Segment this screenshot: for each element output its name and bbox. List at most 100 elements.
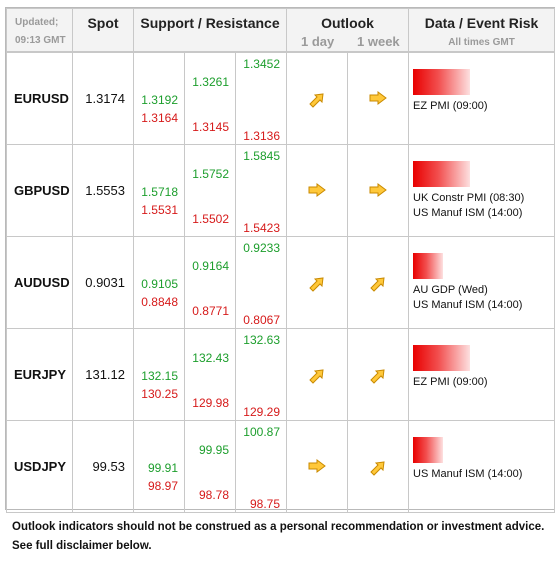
table-row: USDJPY 99.53 99.91 98.97 99.95 98.78 100.87 98.… [6,420,555,513]
outlook-1day-right-arrow-icon [308,459,326,478]
outlook-1week-right-arrow-icon [369,91,387,110]
pair-cell: USDJPY [6,420,73,513]
outlook-grid: Updated; 09:13 GMT Spot Support / Resist… [6,8,556,52]
table-row: EURJPY 131.12 132.15 130.25 132.43 129.98 132.… [6,328,555,421]
updated-label: Updated; [15,17,59,28]
resistance-1: 1.5531 [141,203,178,217]
event-item: US Manuf ISM (14:00) [413,468,523,480]
pair-cell: AUDUSD [6,236,73,329]
support-3: 1.5845 [243,149,280,163]
header-row: Updated; 09:13 GMT Spot Support / Resist… [6,8,556,52]
support-2: 1.3261 [192,75,229,89]
sr-cell-1: 132.15 130.25 [133,328,185,421]
support-2: 99.95 [198,443,229,457]
body-grid: EURUSD 1.3174 1.3192 1.3164 1.3261 1.3145 1.34… [6,52,555,513]
disclaimer-line-2: See full disclaimer below. [12,540,152,552]
event-item: EZ PMI (09:00) [413,100,488,112]
sr-cell-3: 132.63 129.29 [235,328,287,421]
pair-name: EURJPY [14,367,67,382]
event-risk-cell: EZ PMI (09:00) [408,328,555,421]
pair-name: GBPUSD [14,183,70,198]
fx-outlook-table: Updated; 09:13 GMT Spot Support / Resist… [5,7,556,513]
spot-header: Spot [72,8,134,52]
support-1: 99.91 [147,461,178,475]
resistance-2: 98.78 [198,488,229,502]
event-risk-cell: UK Constr PMI (08:30) US Manuf ISM (14:00… [408,144,555,237]
event-item: US Manuf ISM (14:00) [413,207,523,219]
pair-cell: EURJPY [6,328,73,421]
spot-cell: 1.3174 [72,52,134,145]
support-3: 132.63 [243,333,280,347]
outlook-1day-up-right-arrow-icon [308,367,326,390]
support-1: 1.3192 [141,93,178,107]
outlook-1day-cell [286,144,348,237]
event-item: UK Constr PMI (08:30) [413,192,525,204]
support-3: 1.3452 [243,57,280,71]
data-header-sub: All times GMT [448,37,515,48]
support-1: 132.15 [141,369,178,383]
event-risk-bar [413,437,443,463]
resistance-2: 129.98 [192,396,229,410]
support-1: 1.5718 [141,185,178,199]
disclaimer-line-1: Outlook indicators should not be constru… [12,521,545,533]
resistance-3: 1.3136 [243,129,280,143]
sr-cell-2: 0.9164 0.8771 [184,236,236,329]
event-risk-bar [413,161,470,187]
outlook-1week-up-right-arrow-icon [369,459,387,482]
outlook-header-label: Outlook [321,15,374,31]
resistance-3: 1.5423 [243,221,280,235]
table-row: AUDUSD 0.9031 0.9105 0.8848 0.9164 0.8771 0.92… [6,236,555,329]
support-2: 132.43 [192,351,229,365]
resistance-3: 0.8067 [243,313,280,327]
event-item: AU GDP (Wed) [413,284,488,296]
updated-header: Updated; 09:13 GMT [6,8,73,52]
outlook-1day-cell [286,236,348,329]
event-risk-bar [413,69,470,95]
outlook-1week-label: 1 week [357,34,400,49]
outlook-1day-cell [286,328,348,421]
data-header-label: Data / Event Risk [424,15,539,31]
outlook-1week-cell [347,52,409,145]
sr-cell-2: 1.5752 1.5502 [184,144,236,237]
spot-price: 1.3174 [85,91,125,106]
resistance-2: 1.3145 [192,120,229,134]
outlook-1week-cell [347,328,409,421]
sr-header: Support / Resistance [132,8,288,52]
spot-cell: 99.53 [72,420,134,513]
event-risk-bar [413,345,470,371]
resistance-3: 98.75 [249,497,280,511]
event-item: EZ PMI (09:00) [413,376,488,388]
resistance-1: 0.8848 [141,295,178,309]
spot-cell: 131.12 [72,328,134,421]
pair-name: EURUSD [14,91,69,106]
outlook-1day-cell [286,420,348,513]
event-risk-cell: EZ PMI (09:00) [408,52,555,145]
updated-time: 09:13 GMT [15,35,66,46]
table-row: GBPUSD 1.5553 1.5718 1.5531 1.5752 1.5502 1.58… [6,144,555,237]
outlook-1week-up-right-arrow-icon [369,367,387,390]
spot-price: 131.12 [85,367,125,382]
data-header: Data / Event Risk All times GMT [408,8,556,52]
outlook-1week-cell [347,144,409,237]
outlook-1week-cell [347,236,409,329]
outlook-1day-up-right-arrow-icon [308,275,326,298]
sr-cell-2: 1.3261 1.3145 [184,52,236,145]
support-3: 0.9233 [243,241,280,255]
outlook-1day-right-arrow-icon [308,183,326,202]
support-2: 1.5752 [192,167,229,181]
sr-cell-3: 100.87 98.75 [235,420,287,513]
event-risk-cell: AU GDP (Wed) US Manuf ISM (14:00) [408,236,555,329]
outlook-1day-up-right-arrow-icon [308,91,326,114]
outlook-1week-cell [347,420,409,513]
outlook-1week-right-arrow-icon [369,183,387,202]
sr-header-label: Support / Resistance [140,15,280,31]
sr-cell-1: 99.91 98.97 [133,420,185,513]
sr-cell-2: 99.95 98.78 [184,420,236,513]
table-row: EURUSD 1.3174 1.3192 1.3164 1.3261 1.3145 1.34… [6,52,555,145]
pair-name: USDJPY [14,459,67,474]
spot-price: 1.5553 [85,183,125,198]
event-item: US Manuf ISM (14:00) [413,299,523,311]
sr-cell-3: 0.9233 0.8067 [235,236,287,329]
event-risk-bar [413,253,443,279]
event-risk-cell: US Manuf ISM (14:00) [408,420,555,513]
